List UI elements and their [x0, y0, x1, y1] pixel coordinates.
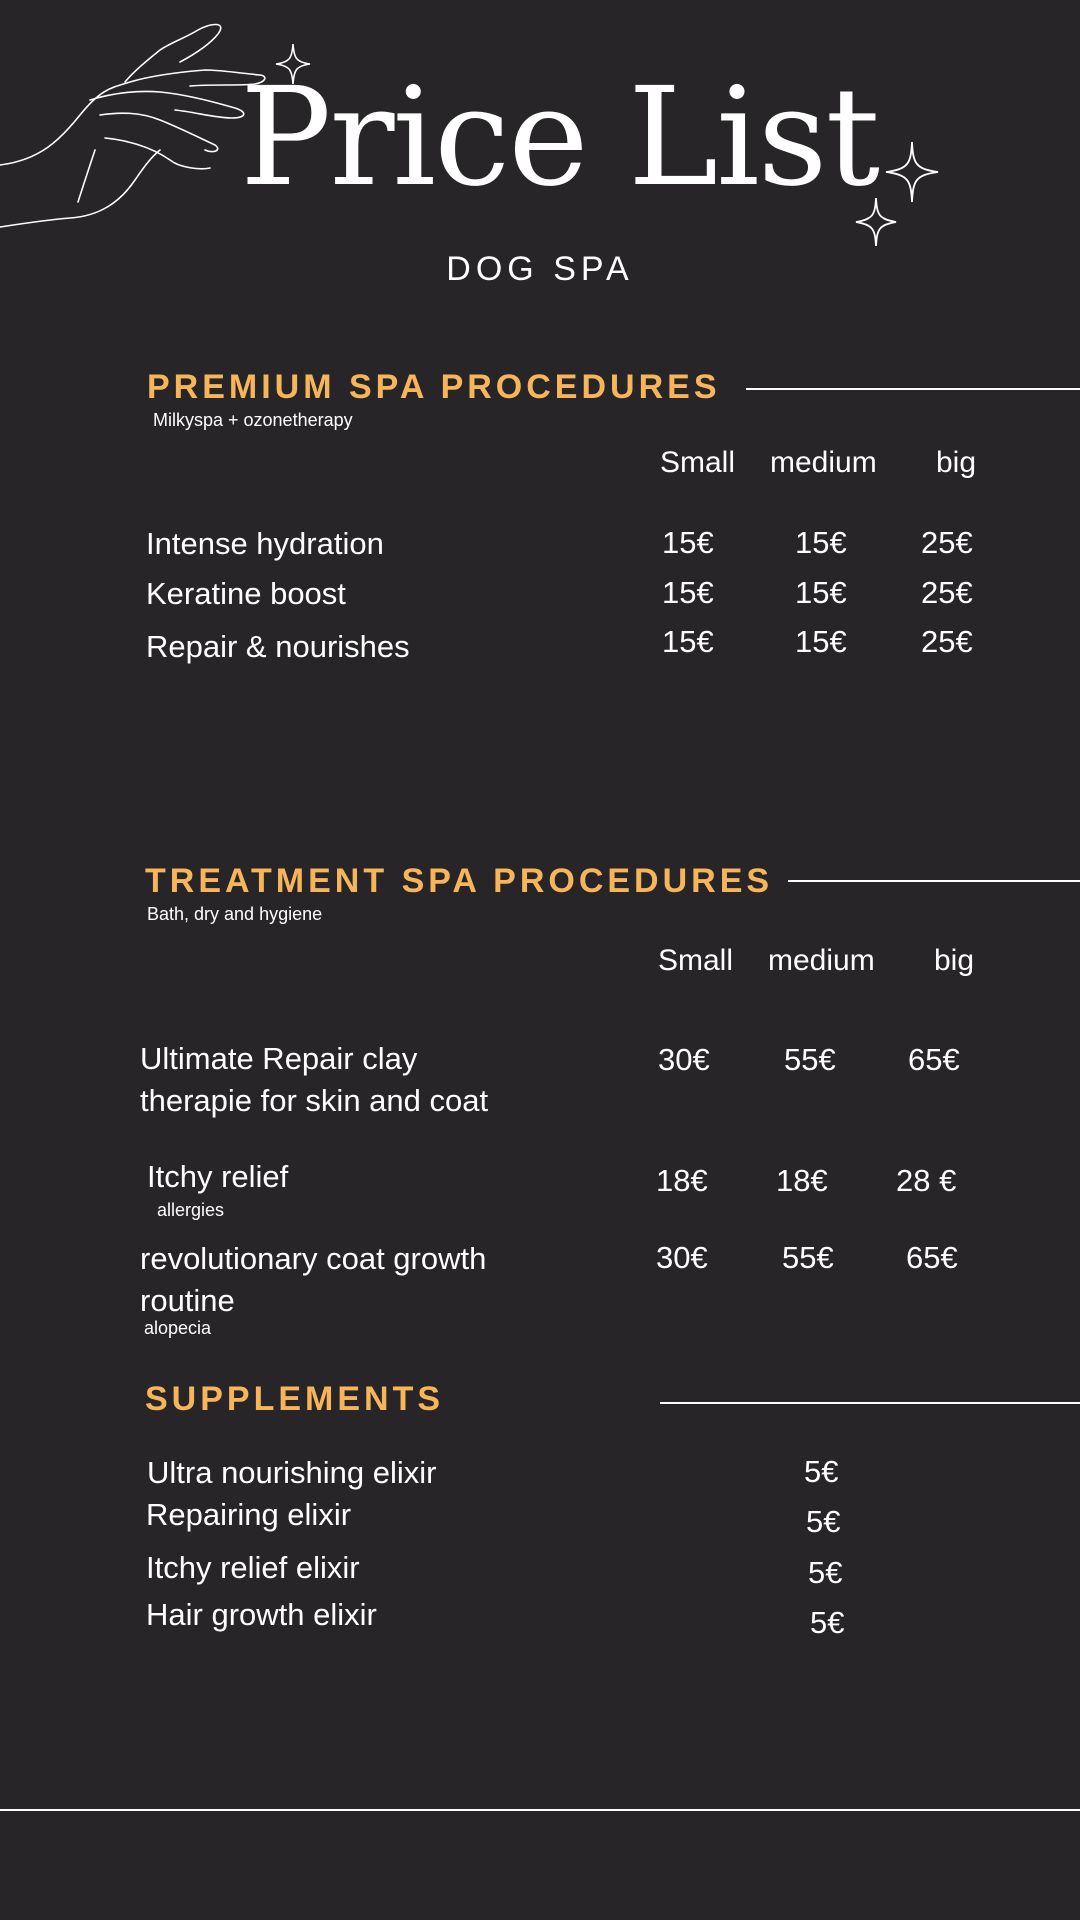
- supplement-price: 5€: [804, 1454, 839, 1489]
- service-note: allergies: [157, 1200, 225, 1220]
- price-medium: 15€: [795, 575, 847, 610]
- footer-divider: [0, 1809, 1080, 1811]
- section-note-premium: Milkyspa + ozonetherapy: [153, 410, 353, 430]
- price-medium: 55€: [784, 1042, 836, 1077]
- page-title: Price List: [240, 59, 880, 217]
- page-subtitle: DOG SPA: [446, 250, 634, 288]
- supplement-price: 5€: [810, 1605, 845, 1640]
- section-title-supplements: SUPPLEMENTS: [145, 1380, 445, 1418]
- service-name: therapie for skin and coat: [140, 1083, 489, 1118]
- supplement-name: Hair growth elixir: [146, 1597, 377, 1632]
- supplement-price: 5€: [806, 1504, 841, 1539]
- service-note: alopecia: [144, 1318, 212, 1338]
- price-medium: 15€: [795, 525, 847, 560]
- section-title-treatment: TREATMENT SPA PROCEDURES: [145, 862, 774, 900]
- service-name: Itchy relief: [147, 1159, 289, 1194]
- price-medium: 15€: [795, 624, 847, 659]
- supplement-name: Repairing elixir: [146, 1497, 352, 1532]
- price-small: 30€: [658, 1042, 710, 1077]
- sparkle-icon: [885, 141, 939, 203]
- price-small: 15€: [662, 525, 714, 560]
- price-medium: 18€: [776, 1163, 828, 1198]
- column-header-big: big: [936, 446, 977, 479]
- service-name: Keratine boost: [146, 576, 346, 611]
- price-small: 18€: [656, 1163, 708, 1198]
- hand-line-art-icon: [0, 23, 266, 228]
- price-big: 28 €: [896, 1163, 957, 1198]
- sparkle-icon: [855, 197, 897, 247]
- service-name: Repair & nourishes: [146, 629, 410, 664]
- column-header-medium: medium: [770, 446, 877, 479]
- column-header-big: big: [934, 944, 975, 977]
- service-name: revolutionary coat growth: [140, 1241, 487, 1276]
- section-note-treatment: Bath, dry and hygiene: [147, 904, 323, 924]
- price-small: 30€: [656, 1240, 708, 1275]
- column-header-small: Small: [660, 446, 736, 479]
- service-name: routine: [140, 1283, 235, 1318]
- price-big: 25€: [921, 525, 973, 560]
- section-divider: [746, 388, 1080, 390]
- price-small: 15€: [662, 624, 714, 659]
- column-header-small: Small: [658, 944, 734, 977]
- service-name: Ultimate Repair clay: [140, 1041, 418, 1076]
- section-title-premium: PREMIUM SPA PROCEDURES: [147, 368, 721, 406]
- supplement-name: Itchy relief elixir: [146, 1550, 360, 1585]
- price-big: 25€: [921, 624, 973, 659]
- supplement-price: 5€: [808, 1555, 843, 1590]
- column-header-medium: medium: [768, 944, 875, 977]
- section-divider: [788, 880, 1080, 882]
- sparkle-icon: [275, 43, 311, 85]
- price-medium: 55€: [782, 1240, 834, 1275]
- price-big: 65€: [906, 1240, 958, 1275]
- service-name: Intense hydration: [146, 526, 384, 561]
- supplement-name: Ultra nourishing elixir: [147, 1455, 437, 1490]
- price-big: 65€: [908, 1042, 960, 1077]
- price-small: 15€: [662, 575, 714, 610]
- price-big: 25€: [921, 575, 973, 610]
- section-divider: [660, 1402, 1080, 1404]
